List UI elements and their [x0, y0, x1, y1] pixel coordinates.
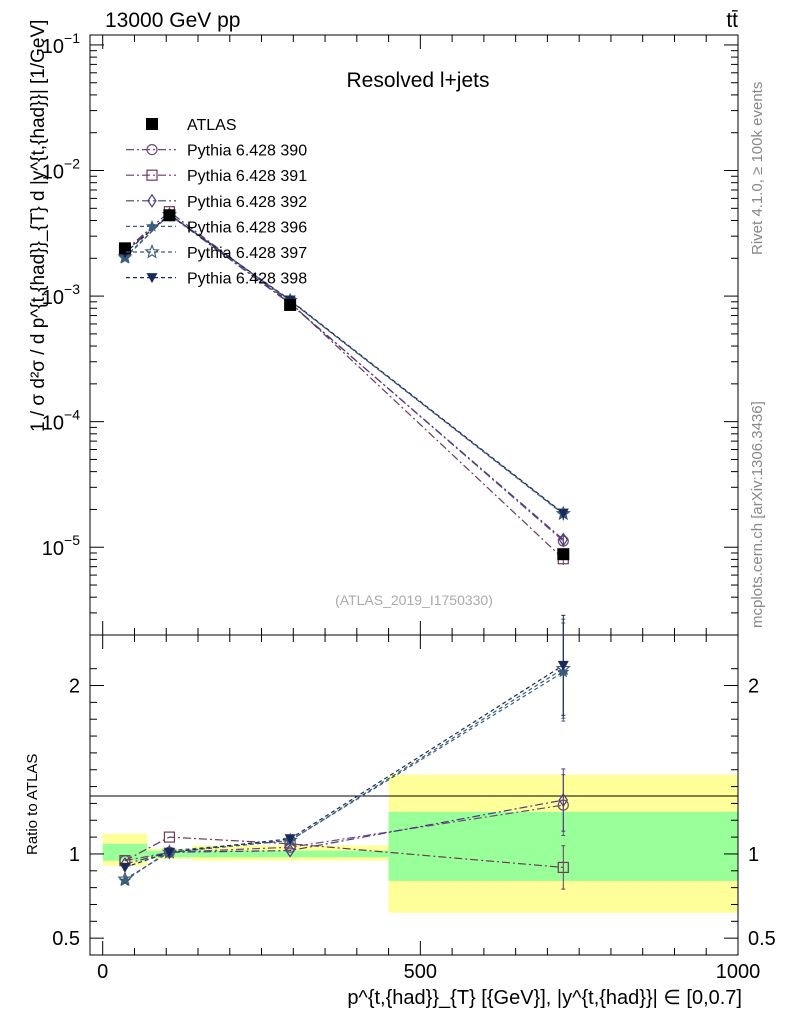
x-tick-label: 1000 — [716, 961, 761, 983]
ratio-y-tick-label: 0.5 — [52, 928, 80, 950]
series-line-pythia-6-428-391 — [124, 210, 564, 560]
point-atlas — [163, 209, 176, 222]
ratio-point-pythia-6-428-398 — [163, 847, 175, 858]
series-line-pythia-6-428-397 — [124, 213, 564, 515]
ratio-line-pythia-6-428-391 — [124, 836, 564, 868]
ratio-y-axis-label: Ratio to ATLAS — [24, 754, 41, 855]
ratio-panel: 0 500 1000 0.5 0.5 1 1 2 2 Ratio to ATLAS p^{t,{… — [24, 614, 776, 1009]
ratio-point-pythia-6-428-392 — [558, 792, 569, 808]
main-x-ticks — [102, 35, 739, 635]
ratio-point-pythia-6-428-398 — [119, 862, 131, 873]
legend-marker-pythia-6-428-397 — [144, 243, 160, 259]
legend-marker-pythia-6-428-391 — [146, 169, 158, 181]
rivet-version-label: Rivet 4.1.0, ≥ 100k events — [749, 82, 766, 255]
point-atlas — [284, 298, 297, 311]
ratio-point-pythia-6-428-390 — [557, 799, 569, 811]
x-tick-label: 0 — [97, 961, 108, 983]
series-line-pythia-6-428-390 — [124, 213, 564, 542]
ratio-y-tick-label-right: 2 — [748, 676, 759, 698]
series-line-pythia-6-428-392 — [124, 213, 564, 541]
ratio-point-pythia-6-428-391 — [557, 861, 569, 874]
point-pythia-6-428-397 — [117, 248, 133, 264]
legend: ATLAS Pythia 6.428 390 Pythia 6.428 391 Pyt… — [126, 117, 307, 288]
ratio-line-pythia-6-428-397 — [124, 668, 564, 880]
main-y-ticks — [90, 44, 738, 636]
legend-marker-pythia-6-428-398 — [146, 273, 158, 284]
main-y-tick-label: 10−2 — [42, 156, 80, 184]
main-y-tick-labels: 10−5 10−4 10−3 10−2 10−1 — [42, 30, 80, 560]
main-y-axis-label: 1 / σ d²σ / d p^{t,{had}}_{T} d |y^{t,{h… — [28, 20, 49, 432]
legend-marker-pythia-6-428-396 — [145, 219, 159, 232]
ratio-y-tick-label-right: 0.5 — [748, 928, 776, 950]
point-atlas — [118, 242, 131, 255]
ratio-series-group — [117, 614, 571, 890]
legend-label-atlas: ATLAS — [187, 117, 237, 134]
series-line-pythia-6-428-398 — [124, 213, 564, 514]
ratio-line-pythia-6-428-390 — [124, 804, 564, 862]
main-y-tick-label: 10−1 — [42, 30, 80, 58]
process-label: tt̄ — [726, 9, 738, 32]
ratio-ticks: 0 500 1000 0.5 0.5 1 1 2 2 — [52, 635, 776, 983]
legend-marker-pythia-6-428-392 — [147, 193, 157, 208]
analysis-watermark: (ATLAS_2019_I1750330) — [335, 592, 493, 608]
ratio-point-pythia-6-428-397 — [555, 660, 571, 676]
point-atlas — [557, 548, 570, 561]
mcplots-label: mcplots.cern.ch [arXiv:1306.3436] — [749, 401, 766, 628]
chart-title: Resolved l+jets — [347, 69, 490, 92]
legend-label-pythia-6-428-398: Pythia 6.428 398 — [187, 271, 307, 288]
legend-label-pythia-6-428-390: Pythia 6.428 390 — [187, 143, 307, 160]
ratio-line-pythia-6-428-392 — [124, 799, 564, 865]
legend-marker-pythia-6-428-390 — [146, 144, 158, 156]
legend-label-pythia-6-428-396: Pythia 6.428 396 — [187, 219, 307, 236]
ratio-line-pythia-6-428-398 — [124, 664, 564, 868]
ratio-point-pythia-6-428-398 — [557, 660, 569, 671]
point-pythia-6-428-392 — [558, 532, 569, 547]
x-tick-label: 500 — [404, 961, 437, 983]
main-series-group — [117, 206, 571, 565]
ratio-point-pythia-6-428-397 — [117, 871, 133, 886]
ratio-point-pythia-6-428-392 — [285, 843, 295, 858]
point-pythia-6-428-398 — [557, 508, 569, 519]
main-y-tick-label: 10−5 — [42, 532, 80, 560]
main-panel: 10−5 10−4 10−3 10−2 10−1 Resolved l+jets (AT… — [28, 20, 739, 636]
legend-marker-atlas — [146, 118, 158, 130]
ratio-point-pythia-6-428-398 — [284, 834, 296, 845]
ratio-y-tick-label: 2 — [69, 676, 80, 698]
green-band — [102, 843, 148, 861]
main-y-tick-label: 10−4 — [42, 407, 80, 435]
green-band — [191, 850, 389, 858]
legend-label-pythia-6-428-391: Pythia 6.428 391 — [187, 168, 307, 185]
energy-label: 13000 GeV pp — [105, 9, 240, 32]
x-axis-label: p^{t,{had}}_{T} [{GeV}], |y^{t,{had}}| ∈… — [347, 987, 742, 1009]
ratio-y-tick-label: 1 — [69, 844, 80, 866]
ratio-y-tick-label-right: 1 — [748, 844, 759, 866]
ratio-frame — [89, 634, 739, 956]
ratio-point-pythia-6-428-391 — [163, 831, 176, 843]
legend-label-pythia-6-428-397: Pythia 6.428 397 — [187, 245, 307, 262]
legend-label-pythia-6-428-392: Pythia 6.428 392 — [187, 194, 307, 211]
ratio-point-pythia-6-428-396 — [118, 874, 132, 887]
main-y-tick-label: 10−3 — [42, 281, 80, 309]
